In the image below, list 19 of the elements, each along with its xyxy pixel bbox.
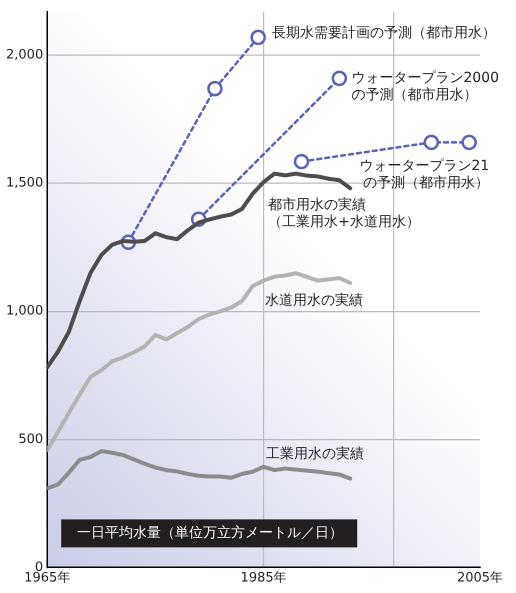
y-tick-label: 2,000 — [6, 48, 44, 63]
series-label: 都市用水の実績（工業用水+水道用水） — [268, 196, 420, 230]
point — [294, 154, 310, 170]
x-tick-label: 1985年 — [240, 570, 287, 586]
series-label: ウォータープラン21の予測（都市用水） — [359, 158, 490, 192]
series-label: 水道用水の実績 — [265, 292, 364, 309]
point — [461, 134, 477, 150]
y-tick-label: 1,500 — [6, 176, 44, 191]
point — [250, 30, 266, 46]
point — [332, 70, 348, 86]
series-label: ウォータープラン2000の予測（都市用水） — [351, 70, 499, 104]
y-tick-label: 500 — [18, 432, 44, 447]
point — [207, 80, 223, 96]
series-label: 工業用水の実績 — [266, 446, 364, 462]
y-tick-label: 1,000 — [6, 304, 44, 319]
y-axis-title: 一日平均水量（単位万立方メートル／日） — [77, 525, 344, 542]
point — [424, 134, 440, 150]
series-label: 長期水需要計画の予測（都市用水） — [272, 25, 496, 42]
x-tick-label: 2005年 — [456, 570, 504, 586]
